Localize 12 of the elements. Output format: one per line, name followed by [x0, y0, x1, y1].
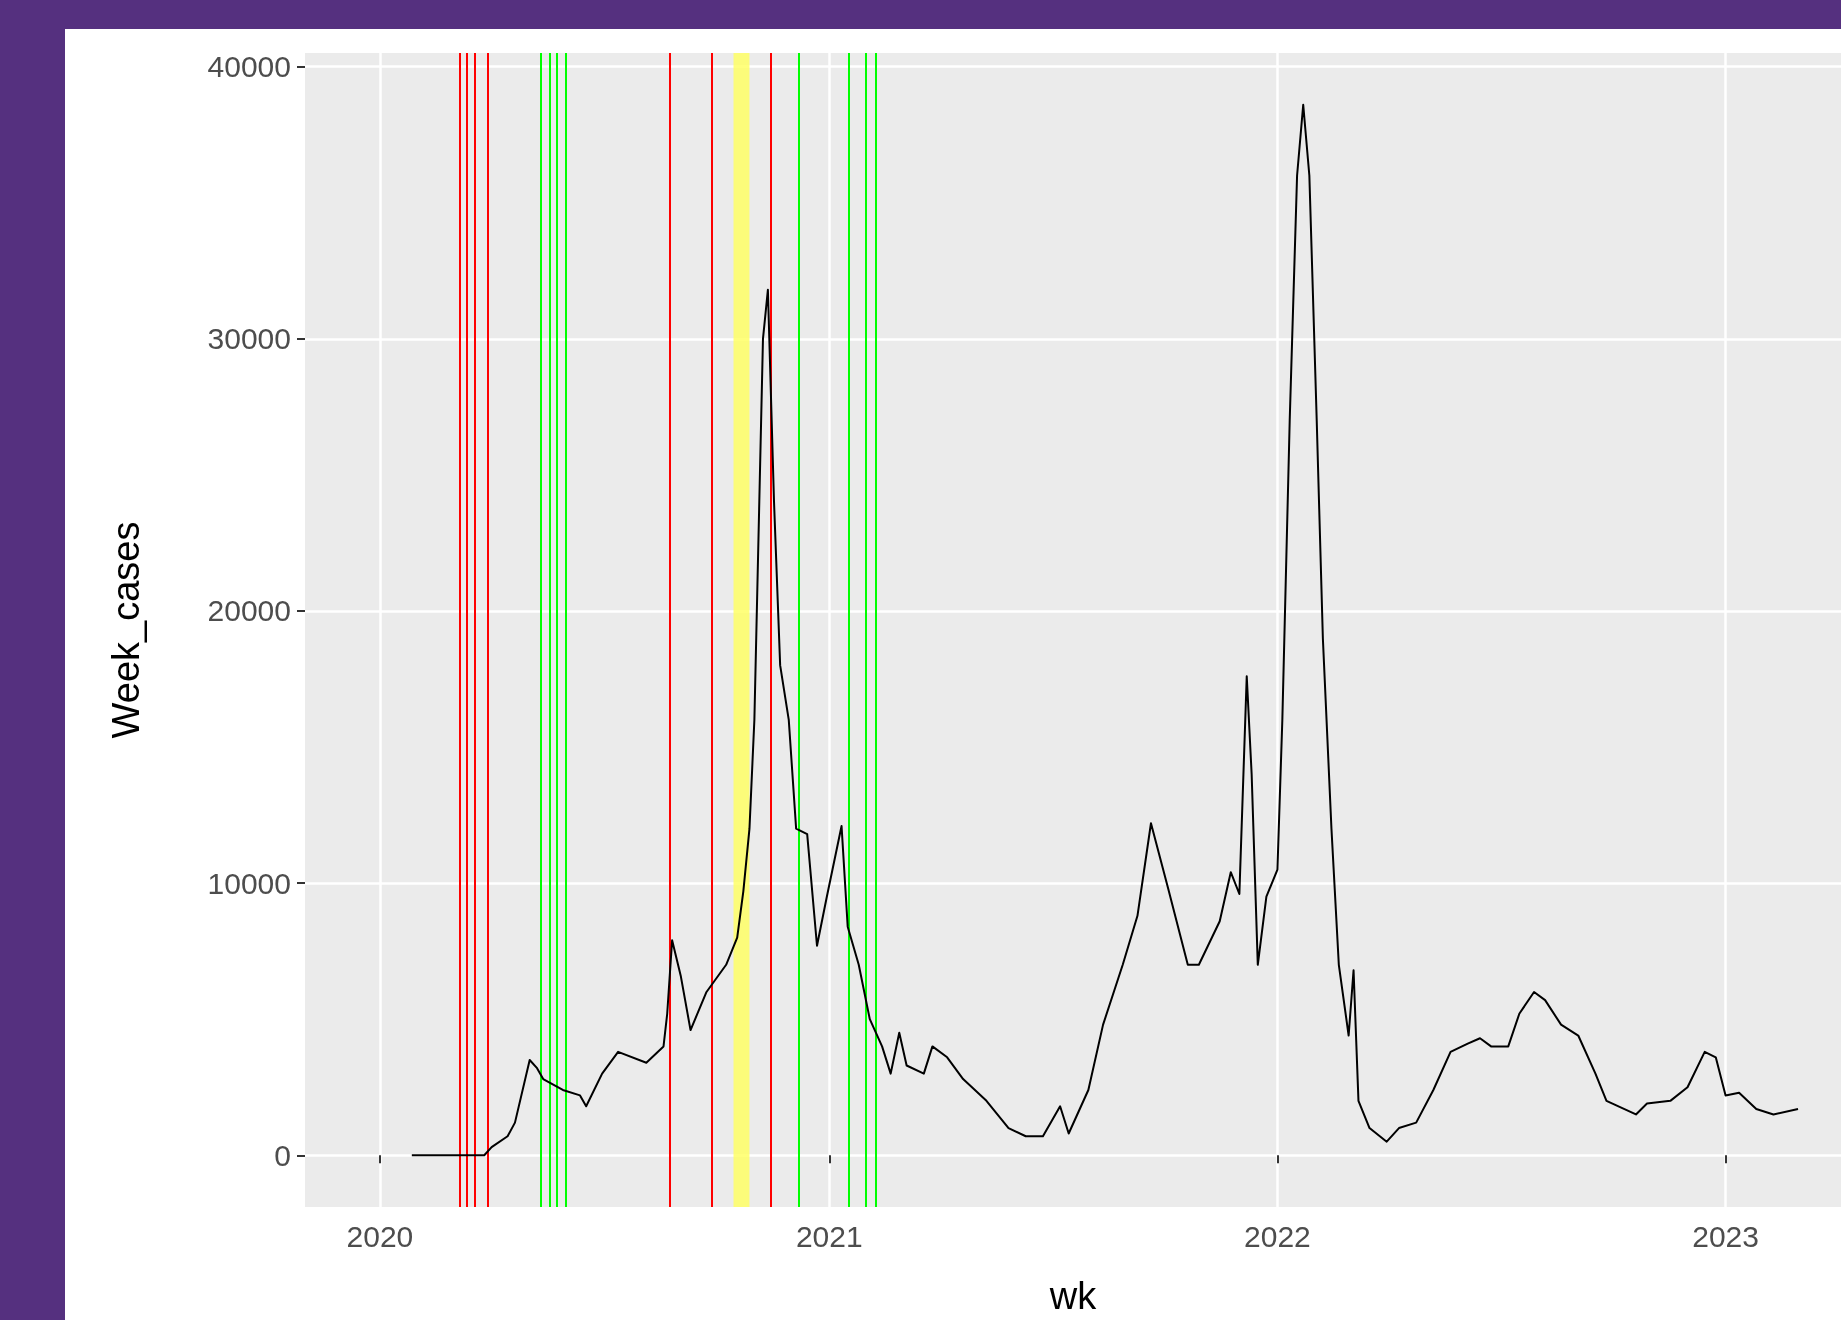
- y-tick-label: 30000: [207, 322, 291, 356]
- y-tick-label: 20000: [207, 594, 291, 628]
- x-tick-label: 2021: [795, 1219, 863, 1253]
- y-tick-label: 0: [274, 1138, 291, 1172]
- x-tick-label: 2023: [1692, 1219, 1759, 1253]
- y-tick-label: 40000: [207, 50, 291, 84]
- x-axis-title: wk: [1048, 1275, 1098, 1317]
- x-tick-label: 2020: [346, 1219, 414, 1253]
- line-series: [410, 103, 1800, 1157]
- x-tick-label: 2022: [1244, 1219, 1311, 1253]
- y-tick-label: 10000: [207, 866, 291, 900]
- y-axis-title: Week_cases: [105, 521, 147, 739]
